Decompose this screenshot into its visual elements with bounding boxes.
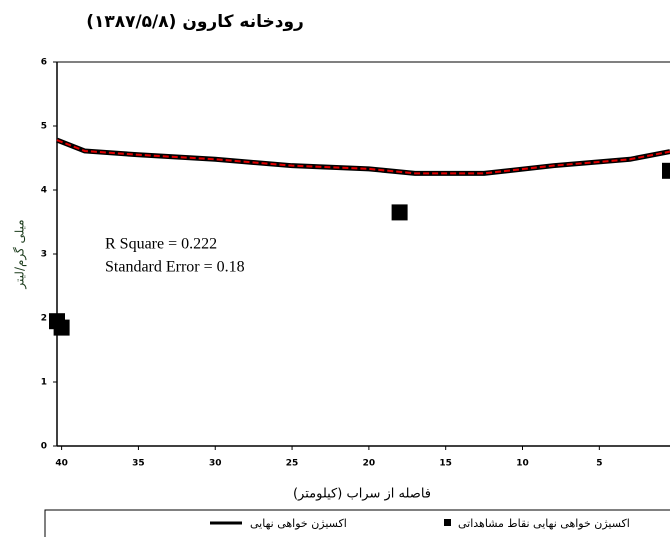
legend-label: اکسیژن خواهی نهایی bbox=[250, 517, 347, 530]
y-tick-label: 4 bbox=[41, 186, 47, 196]
x-tick-label: 5 bbox=[596, 459, 602, 469]
y-tick-label: 2 bbox=[41, 314, 47, 324]
legend-label: اکسیژن خواهی نهایی نقاط مشاهداتی bbox=[458, 517, 630, 530]
annotation: Standard Error = 0.18 bbox=[105, 259, 245, 276]
legend-box bbox=[44, 509, 670, 537]
point bbox=[662, 162, 670, 179]
y-tick-label: 3 bbox=[41, 250, 47, 260]
line-dash bbox=[56, 139, 670, 175]
y-tick-label: 6 bbox=[41, 58, 47, 68]
chart-title: رودخانه کارون (۱۳۸۷/۵/۸) bbox=[86, 12, 304, 32]
x-tick-label: 15 bbox=[439, 459, 452, 469]
point bbox=[53, 319, 70, 336]
x-tick-label: 35 bbox=[132, 459, 145, 469]
y-tick-label: 0 bbox=[41, 442, 47, 452]
x-axis-label: فاصله از سراب (کیلومتر) bbox=[293, 487, 431, 502]
point bbox=[391, 204, 408, 221]
y-axis-label: میلی گرم/لیتر bbox=[13, 219, 28, 289]
x-tick-label: 40 bbox=[55, 459, 68, 469]
x-tick-label: 30 bbox=[209, 459, 222, 469]
x-tick-label: 20 bbox=[363, 459, 376, 469]
y-tick-label: 1 bbox=[41, 378, 47, 388]
x-tick-label: 25 bbox=[286, 459, 299, 469]
x-tick-label: 10 bbox=[516, 459, 529, 469]
legend-point bbox=[444, 519, 451, 526]
y-tick-label: 5 bbox=[41, 122, 47, 132]
annotation: R Square = 0.222 bbox=[105, 236, 217, 253]
